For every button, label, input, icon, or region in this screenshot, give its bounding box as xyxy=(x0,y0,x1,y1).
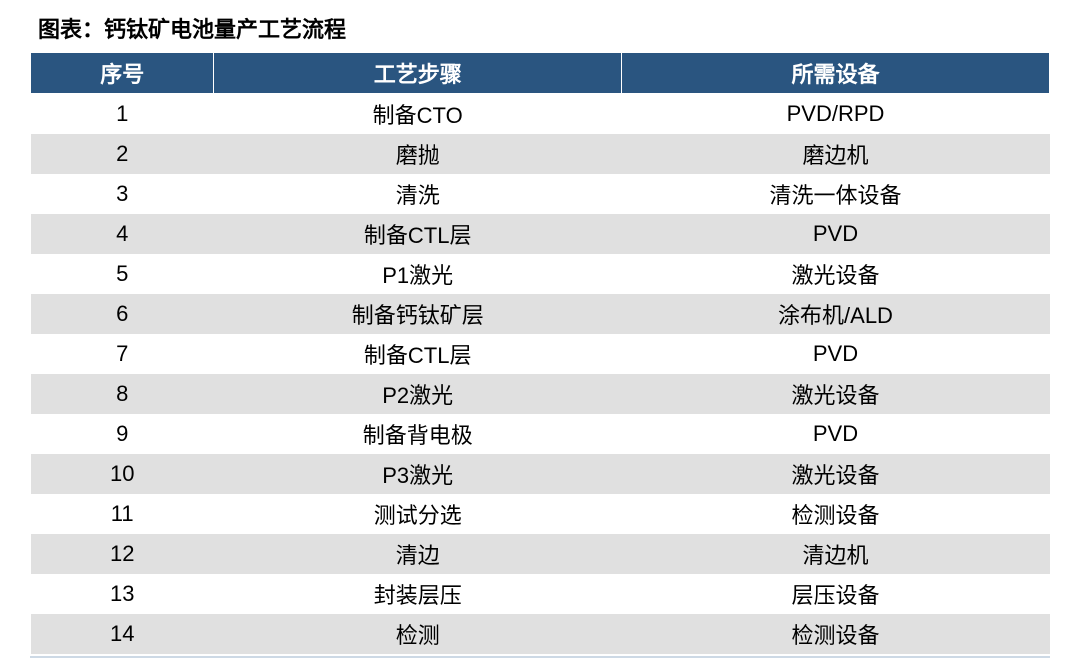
table-row: 5P1激光激光设备 xyxy=(31,254,1050,294)
table-row: 11测试分选检测设备 xyxy=(31,494,1050,534)
cell-step: 磨抛 xyxy=(214,134,622,174)
table-row: 14检测检测设备 xyxy=(31,614,1050,654)
cell-equipment: PVD xyxy=(622,334,1050,374)
cell-equipment: 层压设备 xyxy=(622,574,1050,614)
cell-seq: 14 xyxy=(31,614,214,654)
table-row: 9制备背电极PVD xyxy=(31,414,1050,454)
cell-seq: 4 xyxy=(31,214,214,254)
cell-seq: 3 xyxy=(31,174,214,214)
header-seq: 序号 xyxy=(31,53,214,94)
cell-step: 制备CTL层 xyxy=(214,214,622,254)
table-row: 8P2激光激光设备 xyxy=(31,374,1050,414)
header-step: 工艺步骤 xyxy=(214,53,622,94)
cell-seq: 1 xyxy=(31,94,214,135)
table-row: 6制备钙钛矿层涂布机/ALD xyxy=(31,294,1050,334)
cell-seq: 13 xyxy=(31,574,214,614)
table-body: 1制备CTOPVD/RPD2磨抛磨边机3清洗清洗一体设备4制备CTL层PVD5P… xyxy=(31,94,1050,655)
cell-equipment: 清边机 xyxy=(622,534,1050,574)
cell-seq: 11 xyxy=(31,494,214,534)
table-row: 12清边清边机 xyxy=(31,534,1050,574)
table-row: 2磨抛磨边机 xyxy=(31,134,1050,174)
cell-step: 制备CTL层 xyxy=(214,334,622,374)
cell-equipment: 激光设备 xyxy=(622,374,1050,414)
cell-step: P2激光 xyxy=(214,374,622,414)
cell-seq: 7 xyxy=(31,334,214,374)
cell-seq: 5 xyxy=(31,254,214,294)
cell-step: 检测 xyxy=(214,614,622,654)
cell-equipment: 激光设备 xyxy=(622,454,1050,494)
cell-equipment: 检测设备 xyxy=(622,614,1050,654)
cell-step: 清洗 xyxy=(214,174,622,214)
table-row: 7制备CTL层PVD xyxy=(31,334,1050,374)
cell-step: P3激光 xyxy=(214,454,622,494)
cell-step: 制备钙钛矿层 xyxy=(214,294,622,334)
table-row: 3清洗清洗一体设备 xyxy=(31,174,1050,214)
cell-equipment: 清洗一体设备 xyxy=(622,174,1050,214)
cell-seq: 12 xyxy=(31,534,214,574)
cell-step: 清边 xyxy=(214,534,622,574)
table-header-row: 序号 工艺步骤 所需设备 xyxy=(31,53,1050,94)
cell-step: 制备CTO xyxy=(214,94,622,135)
table-row: 4制备CTL层PVD xyxy=(31,214,1050,254)
header-equipment: 所需设备 xyxy=(622,53,1050,94)
cell-step: 测试分选 xyxy=(214,494,622,534)
cell-equipment: 激光设备 xyxy=(622,254,1050,294)
cell-seq: 6 xyxy=(31,294,214,334)
cell-equipment: PVD xyxy=(622,214,1050,254)
cell-equipment: PVD/RPD xyxy=(622,94,1050,135)
cell-step: 封装层压 xyxy=(214,574,622,614)
cell-seq: 10 xyxy=(31,454,214,494)
cell-seq: 2 xyxy=(31,134,214,174)
cell-seq: 9 xyxy=(31,414,214,454)
table-row: 13封装层压层压设备 xyxy=(31,574,1050,614)
cell-equipment: PVD xyxy=(622,414,1050,454)
cell-step: P1激光 xyxy=(214,254,622,294)
cell-equipment: 检测设备 xyxy=(622,494,1050,534)
chart-title: 图表：钙钛矿电池量产工艺流程 xyxy=(30,12,1050,44)
table-row: 10P3激光激光设备 xyxy=(31,454,1050,494)
cell-equipment: 涂布机/ALD xyxy=(622,294,1050,334)
cell-equipment: 磨边机 xyxy=(622,134,1050,174)
cell-seq: 8 xyxy=(31,374,214,414)
process-table: 序号 工艺步骤 所需设备 1制备CTOPVD/RPD2磨抛磨边机3清洗清洗一体设… xyxy=(30,52,1050,654)
table-row: 1制备CTOPVD/RPD xyxy=(31,94,1050,135)
cell-step: 制备背电极 xyxy=(214,414,622,454)
